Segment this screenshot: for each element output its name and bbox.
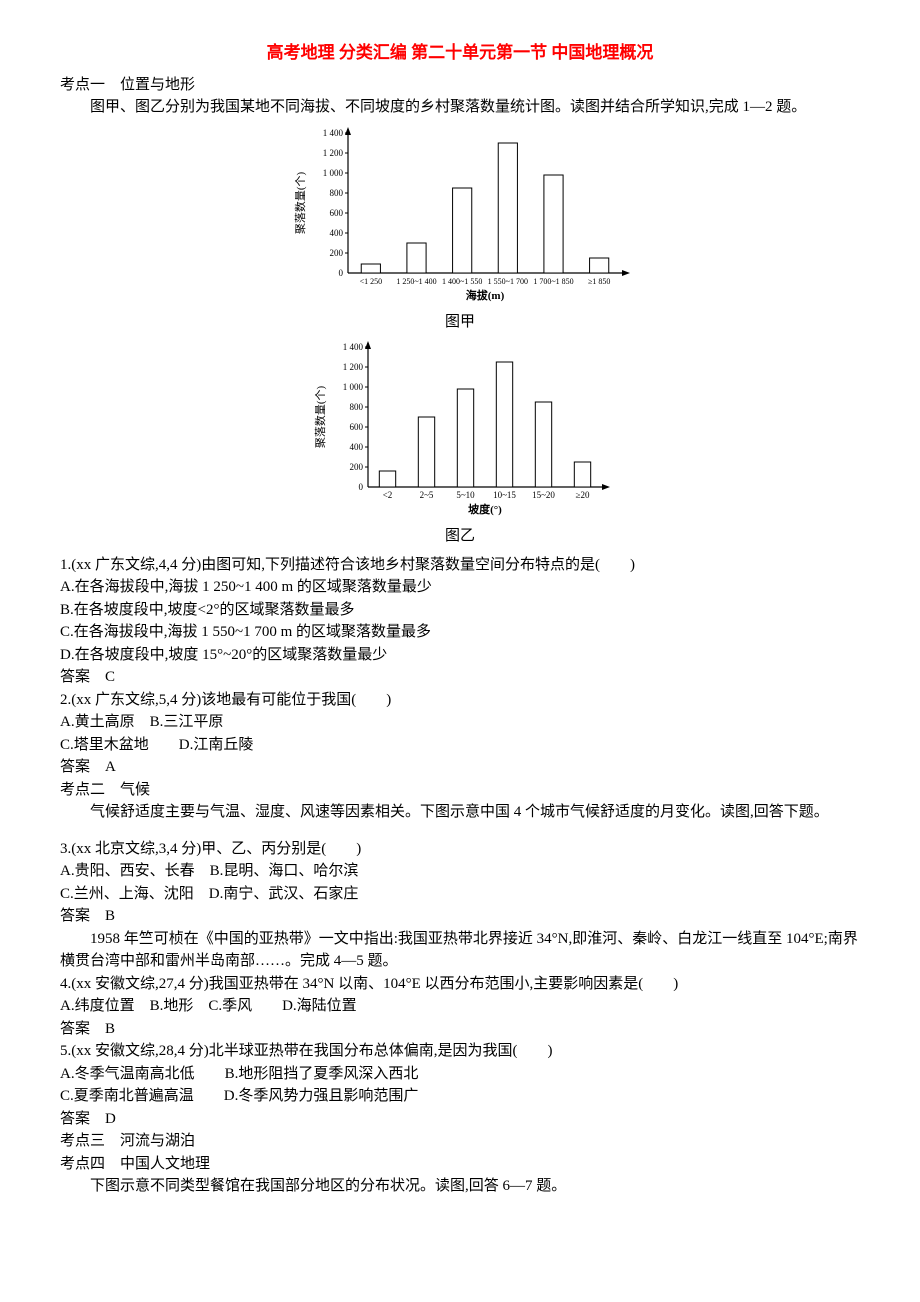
chart-2-caption: 图乙 [60, 525, 860, 548]
svg-text:600: 600 [350, 422, 364, 432]
svg-text:1 200: 1 200 [343, 362, 364, 372]
svg-text:1 000: 1 000 [343, 382, 364, 392]
section-heading-3: 考点三 河流与湖泊 [60, 1130, 860, 1153]
section-heading-4: 考点四 中国人文地理 [60, 1153, 860, 1176]
q2-stem: 2.(xx 广东文综,5,4 分)该地最有可能位于我国( ) [60, 689, 860, 712]
svg-text:600: 600 [330, 208, 344, 218]
svg-text:0: 0 [339, 268, 344, 278]
svg-text:1 250~1 400: 1 250~1 400 [396, 277, 436, 286]
svg-text:<2: <2 [383, 490, 393, 500]
svg-text:800: 800 [350, 402, 364, 412]
svg-text:1 000: 1 000 [323, 168, 344, 178]
q2-c: C.塔里木盆地 D.江南丘陵 [60, 734, 860, 757]
q2-a: A.黄土高原 B.三江平原 [60, 711, 860, 734]
intro-4: 下图示意不同类型餐馆在我国部分地区的分布状况。读图,回答 6—7 题。 [60, 1175, 860, 1198]
q5-a: A.冬季气温南高北低 B.地形阻挡了夏季风深入西北 [60, 1063, 860, 1086]
svg-text:聚落数量(个): 聚落数量(个) [294, 171, 307, 234]
q4-stem: 4.(xx 安徽文综,27,4 分)我国亚热带在 34°N 以南、104°E 以… [60, 973, 860, 996]
chart-1: 200 400 600 800 1 000 1 200 1 400 0 聚落数量(个) <1 25… [60, 125, 860, 305]
q1-d: D.在各坡度段中,坡度 15°~20°的区域聚落数量最少 [60, 644, 860, 667]
svg-text:0: 0 [359, 482, 364, 492]
svg-text:1 700~1 850: 1 700~1 850 [533, 277, 573, 286]
q3-stem: 3.(xx 北京文综,3,4 分)甲、乙、丙分别是( ) [60, 838, 860, 861]
svg-text:1 200: 1 200 [323, 148, 344, 158]
chart-2: 200 400 600 800 1 000 1 200 1 400 0 聚落数量(个) <2 2~5… [60, 339, 860, 519]
svg-text:800: 800 [330, 188, 344, 198]
q1-answer: 答案 C [60, 666, 860, 689]
q5-answer: 答案 D [60, 1108, 860, 1131]
q1-b: B.在各坡度段中,坡度<2°的区域聚落数量最多 [60, 599, 860, 622]
q5-c: C.夏季南北普遍高温 D.冬季风势力强且影响范围广 [60, 1085, 860, 1108]
svg-text:1 400: 1 400 [323, 128, 344, 138]
q3-a: A.贵阳、西安、长春 B.昆明、海口、哈尔滨 [60, 860, 860, 883]
intro-3: 1958 年竺可桢在《中国的亚热带》一文中指出:我国亚热带北界接近 34°N,即… [60, 928, 860, 973]
q1-a: A.在各海拔段中,海拔 1 250~1 400 m 的区域聚落数量最少 [60, 576, 860, 599]
q5-stem: 5.(xx 安徽文综,28,4 分)北半球亚热带在我国分布总体偏南,是因为我国(… [60, 1040, 860, 1063]
svg-text:5~10: 5~10 [456, 490, 475, 500]
svg-text:≥1 850: ≥1 850 [588, 277, 610, 286]
chart-1-caption: 图甲 [60, 311, 860, 334]
svg-text:聚落数量(个): 聚落数量(个) [314, 386, 327, 449]
svg-text:≥20: ≥20 [576, 490, 590, 500]
svg-text:2~5: 2~5 [420, 490, 434, 500]
svg-text:<1 250: <1 250 [360, 277, 383, 286]
q3-answer: 答案 B [60, 905, 860, 928]
svg-text:海拔(m): 海拔(m) [466, 288, 505, 302]
intro-2: 气候舒适度主要与气温、湿度、风速等因素相关。下图示意中国 4 个城市气候舒适度的… [60, 801, 860, 824]
q4-answer: 答案 B [60, 1018, 860, 1041]
q1-c: C.在各海拔段中,海拔 1 550~1 700 m 的区域聚落数量最多 [60, 621, 860, 644]
svg-text:1 550~1 700: 1 550~1 700 [488, 277, 528, 286]
q1-stem: 1.(xx 广东文综,4,4 分)由图可知,下列描述符合该地乡村聚落数量空间分布… [60, 554, 860, 577]
page-title: 高考地理 分类汇编 第二十单元第一节 中国地理概况 [60, 40, 860, 66]
svg-text:10~15: 10~15 [493, 490, 516, 500]
section-heading-1: 考点一 位置与地形 [60, 74, 860, 97]
intro-1: 图甲、图乙分别为我国某地不同海拔、不同坡度的乡村聚落数量统计图。读图并结合所学知… [60, 96, 860, 119]
q3-c: C.兰州、上海、沈阳 D.南宁、武汉、石家庄 [60, 883, 860, 906]
section-heading-2: 考点二 气候 [60, 779, 860, 802]
q2-answer: 答案 A [60, 756, 860, 779]
svg-text:400: 400 [350, 442, 364, 452]
q4-a: A.纬度位置 B.地形 C.季风 D.海陆位置 [60, 995, 860, 1018]
svg-text:200: 200 [330, 248, 344, 258]
svg-text:坡度(°): 坡度(°) [468, 502, 502, 516]
svg-text:15~20: 15~20 [532, 490, 555, 500]
svg-text:400: 400 [330, 228, 344, 238]
svg-text:1 400: 1 400 [343, 342, 364, 352]
svg-text:200: 200 [350, 462, 364, 472]
svg-text:1 400~1 550: 1 400~1 550 [442, 277, 482, 286]
